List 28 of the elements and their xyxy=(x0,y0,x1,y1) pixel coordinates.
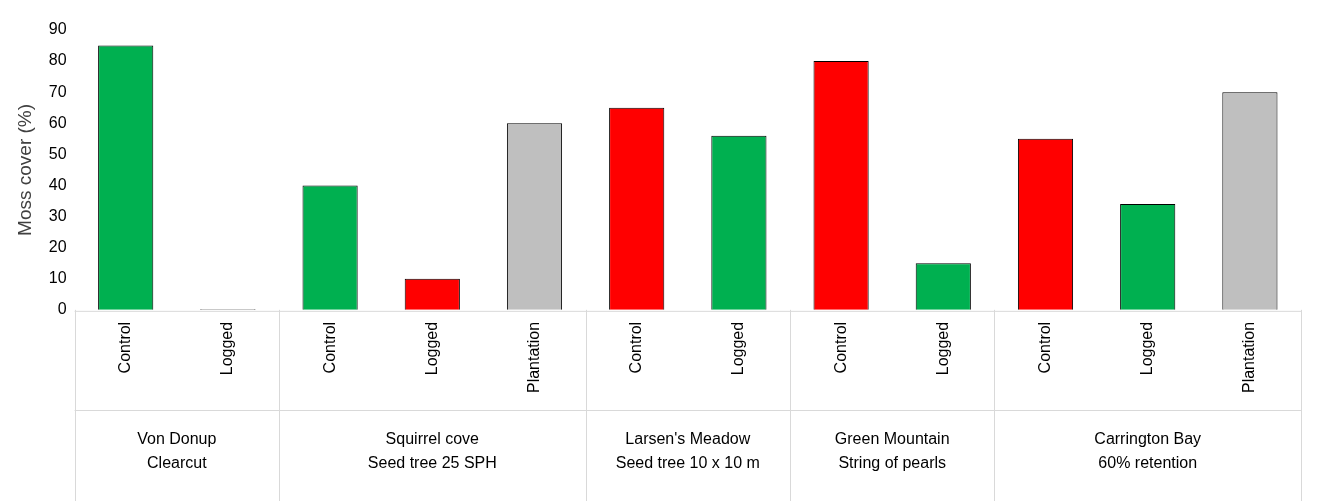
text: Von Donup Clearcut xyxy=(137,430,217,472)
y-tick-label: 80 xyxy=(48,51,67,69)
y-axis-title: Moss cover (%) xyxy=(13,103,35,236)
text: Carrington Bay 60% retention xyxy=(1094,430,1202,472)
y-tick-label: 70 xyxy=(48,82,67,100)
x-tick-label: Logged xyxy=(729,321,747,376)
text: Squirrel cove Seed tree 25 SPH xyxy=(367,430,497,472)
y-tick-label: 0 xyxy=(57,300,67,318)
y-tick-label: 40 xyxy=(48,175,67,193)
x-tick-label: Control xyxy=(1035,321,1053,374)
x-tick-label: Control xyxy=(116,321,134,374)
text: Green Mountain String of pearls xyxy=(834,430,950,472)
x-tick-label: Logged xyxy=(422,321,440,376)
x-tick-label: Control xyxy=(627,321,645,374)
x-tick-label: Plantation xyxy=(1240,321,1258,394)
y-tick-label: 60 xyxy=(48,113,67,131)
x-tick-label: Control xyxy=(320,321,338,374)
y-tick-label: 30 xyxy=(48,206,67,224)
text: Larsen's Meadow Seed tree 10 x 10 m xyxy=(615,430,760,472)
y-tick-label: 20 xyxy=(48,238,67,256)
x-tick-label: Plantation xyxy=(524,321,542,394)
x-tick-label: Logged xyxy=(1138,321,1156,376)
y-tick-label: 90 xyxy=(48,20,67,38)
y-tick-label: 50 xyxy=(48,144,67,162)
y-tick-label: 10 xyxy=(48,269,67,287)
x-tick-label: Control xyxy=(831,321,849,374)
x-tick-label: Logged xyxy=(933,321,951,376)
x-tick-label: Logged xyxy=(218,321,236,376)
